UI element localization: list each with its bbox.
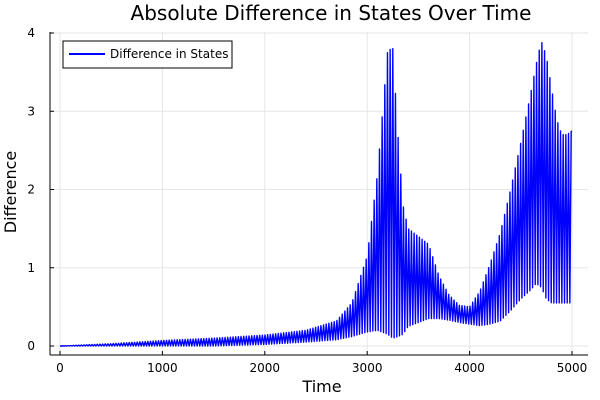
x-tick-label: 1000 <box>147 361 178 375</box>
series-line-0 <box>60 42 573 347</box>
y-tick-label: 2 <box>27 183 35 197</box>
x-tick-label: 4000 <box>454 361 485 375</box>
x-tick-label: 3000 <box>352 361 383 375</box>
y-tick-label: 4 <box>27 26 35 40</box>
axes <box>49 32 588 356</box>
legend-label: Difference in States <box>110 47 228 61</box>
x-tick-label: 2000 <box>250 361 281 375</box>
series-layer <box>60 42 573 347</box>
y-tick-label: 1 <box>27 261 35 275</box>
y-axis-label: Difference <box>1 151 20 233</box>
y-tick-label: 0 <box>27 339 35 353</box>
x-tick-label: 0 <box>56 361 64 375</box>
ticks: 0 1000 2000 3000 4000 5000 0 1 2 3 4 <box>27 26 587 375</box>
x-axis-label: Time <box>301 377 341 396</box>
y-tick-label: 3 <box>27 104 35 118</box>
grid <box>50 32 588 355</box>
legend: Difference in States <box>62 40 233 69</box>
chart-title: Absolute Difference in States Over Time <box>131 1 532 25</box>
x-tick-label: 5000 <box>557 361 588 375</box>
